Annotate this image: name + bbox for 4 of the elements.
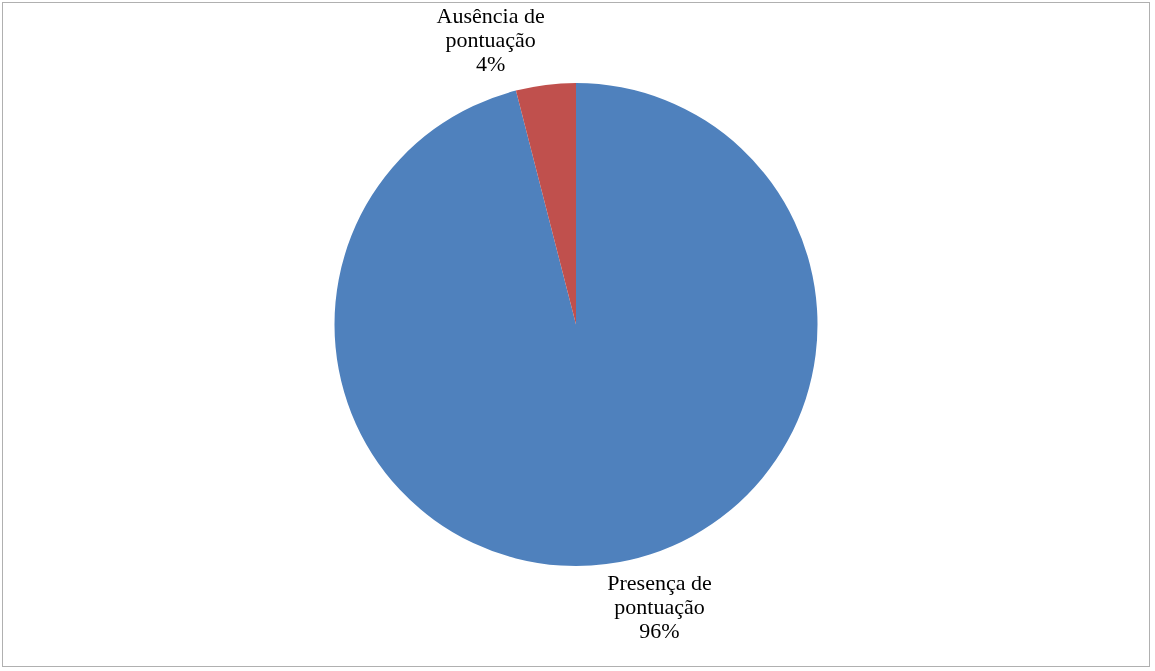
slice-label: Presença de pontuação bbox=[607, 569, 712, 619]
slice-label: Ausência de pontuação bbox=[436, 2, 545, 52]
data-label: 4% bbox=[476, 50, 506, 76]
data-label: 96% bbox=[639, 617, 680, 643]
